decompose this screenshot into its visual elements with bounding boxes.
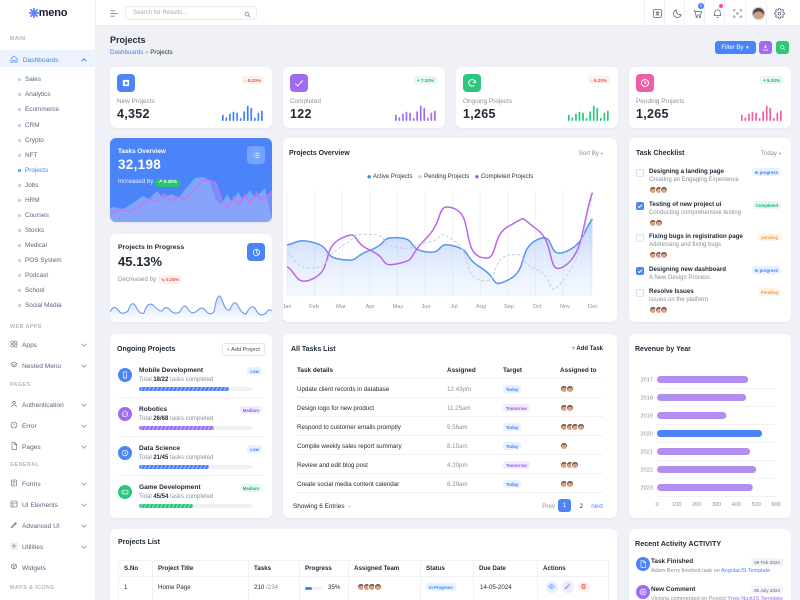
svg-text:Apr: Apr	[366, 304, 375, 310]
svg-text:500: 500	[752, 502, 761, 508]
svg-text:Mar: Mar	[336, 304, 346, 310]
svg-text:2019: 2019	[641, 414, 653, 420]
svg-text:2020: 2020	[641, 432, 653, 438]
svg-text:2017: 2017	[641, 378, 653, 384]
svg-text:0: 0	[655, 502, 658, 508]
svg-text:300: 300	[712, 502, 721, 508]
svg-text:2018: 2018	[641, 396, 653, 402]
svg-text:400: 400	[732, 502, 741, 508]
svg-text:Nov: Nov	[560, 304, 570, 310]
svg-text:Sep: Sep	[504, 304, 514, 310]
svg-text:200: 200	[692, 502, 701, 508]
svg-text:Dec: Dec	[588, 304, 598, 310]
svg-text:2021: 2021	[641, 450, 653, 456]
svg-text:Jan: Jan	[283, 304, 292, 310]
svg-text:May: May	[393, 304, 404, 310]
svg-text:Oct: Oct	[533, 304, 542, 310]
svg-text:Jul: Jul	[450, 304, 457, 310]
svg-text:2022: 2022	[641, 468, 653, 474]
svg-text:2023: 2023	[641, 486, 653, 492]
svg-text:100: 100	[672, 502, 681, 508]
svg-text:Aug: Aug	[476, 304, 486, 310]
svg-text:600: 600	[771, 502, 780, 508]
svg-text:Feb: Feb	[309, 304, 319, 310]
svg-text:Jun: Jun	[421, 304, 430, 310]
